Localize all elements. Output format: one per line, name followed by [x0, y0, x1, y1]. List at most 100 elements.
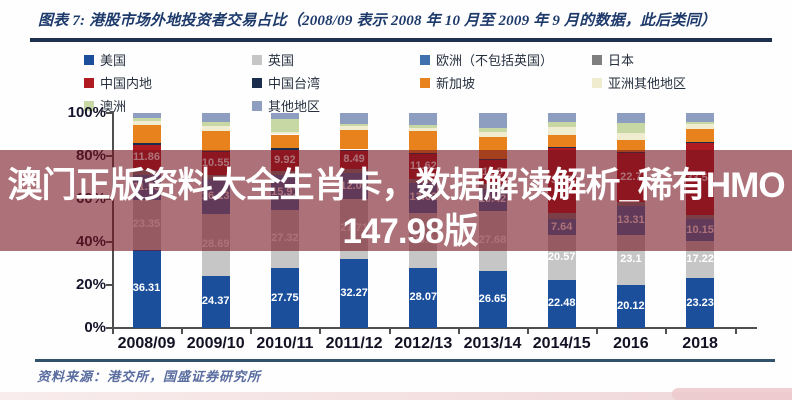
- title-divider: [30, 38, 772, 42]
- bar-segment-中国台湾: [270, 148, 299, 150]
- watermark-text-line2: 147.98版: [342, 212, 478, 251]
- bar-segment-新加坡: [201, 130, 230, 151]
- bar-segment-新加坡: [686, 128, 715, 142]
- legend-swatch: [84, 54, 94, 65]
- y-tick-mark: [106, 284, 112, 286]
- bar-segment-中国台湾: [547, 146, 576, 149]
- bar-value-label: 20.57: [547, 251, 576, 264]
- bottom-pink-corner: [672, 388, 792, 400]
- x-tick-mark: [250, 329, 253, 334]
- bar-segment-澳洲: [340, 123, 369, 127]
- x-axis-line: [112, 327, 757, 329]
- bar-segment-澳洲: [201, 122, 230, 126]
- bar-segment-亚洲其他地区: [686, 123, 715, 129]
- bar-segment-美国: [686, 278, 715, 328]
- legend-item: 美国: [84, 50, 126, 69]
- x-tick-label: 2018: [682, 335, 718, 352]
- bar-segment-澳洲: [547, 122, 576, 127]
- bar-segment-澳洲: [686, 121, 715, 124]
- bar-segment-其他地区: [340, 112, 369, 124]
- legend-label: 中国内地: [100, 76, 153, 91]
- bar-segment-美国: [132, 249, 161, 328]
- legend-swatch: [592, 77, 602, 88]
- bar-segment-亚洲其他地区: [409, 128, 438, 132]
- x-tick-label: 2010/11: [256, 335, 314, 352]
- x-tick-mark: [596, 329, 599, 334]
- y-tick-label: 20%: [75, 276, 106, 293]
- bar-segment-新加坡: [270, 134, 299, 149]
- bar-value-label: 22.48: [547, 297, 576, 310]
- bar-segment-亚洲其他地区: [478, 132, 507, 137]
- legend-item: 日本: [592, 50, 634, 69]
- legend-swatch: [420, 54, 430, 65]
- bar-segment-美国: [201, 275, 230, 328]
- x-tick-mark: [388, 329, 391, 334]
- bar-value-label: 26.65: [478, 292, 507, 305]
- legend-swatch: [252, 77, 262, 88]
- x-tick-label: 2016: [613, 335, 649, 352]
- bar-segment-其他地区: [686, 112, 715, 122]
- legend-item: 中国内地: [84, 73, 152, 92]
- x-tick-mark: [319, 329, 322, 334]
- bar-segment-新加坡: [547, 134, 576, 147]
- bar-segment-美国: [270, 268, 299, 328]
- bar-segment-新加坡: [409, 131, 438, 153]
- bar-value-label: 24.37: [201, 295, 230, 308]
- bar-segment-美国: [478, 270, 507, 328]
- bar-value-label: 20.12: [617, 299, 645, 312]
- bar-segment-新加坡: [340, 129, 369, 150]
- bar-value-label: 36.31: [132, 282, 161, 295]
- bar-segment-新加坡: [616, 140, 645, 153]
- y-tick-label: 100%: [67, 104, 106, 121]
- legend-item: 欧洲（不包括英国）: [420, 50, 553, 69]
- bar-segment-其他地区: [478, 113, 507, 128]
- legend-swatch: [84, 77, 94, 88]
- bar-segment-澳洲: [478, 127, 507, 133]
- watermark-text-line1: 澳门正版资料大全生肖卡，数据解读解析_稀有HMO: [7, 166, 785, 205]
- bar-value-label: 23.23: [686, 296, 714, 309]
- x-tick-mark: [665, 329, 668, 334]
- bar-segment-亚洲其他地区: [616, 133, 645, 141]
- legend-label: 日本: [608, 53, 635, 68]
- y-tick-label: 0%: [84, 319, 106, 336]
- legend-item: 亚洲其他地区: [592, 73, 686, 92]
- bar-segment-其他地区: [409, 112, 438, 125]
- bar-segment-美国: [616, 284, 645, 328]
- legend-item: 新加坡: [420, 73, 475, 92]
- x-tick-label: 2014/15: [532, 335, 591, 352]
- bar-segment-其他地区: [616, 112, 645, 124]
- legend-label: 英国: [268, 53, 295, 68]
- watermark-banner: 澳门正版资料大全生肖卡，数据解读解析_稀有HMO 147.98版: [0, 150, 792, 251]
- bar-segment-亚洲其他地区: [340, 126, 369, 130]
- bar-segment-新加坡: [132, 125, 161, 144]
- bottom-pink-strip: [0, 392, 792, 400]
- x-tick-mark: [180, 329, 183, 334]
- bar-value-label: 23.1: [620, 253, 642, 266]
- legend-swatch: [420, 77, 430, 88]
- legend-item: 其他地区: [252, 96, 320, 115]
- legend-swatch: [252, 54, 262, 65]
- legend-swatch: [252, 100, 262, 111]
- legend-item: 英国: [252, 50, 294, 69]
- x-tick-mark: [526, 329, 529, 334]
- x-tick-label: 2011/12: [325, 335, 383, 352]
- bar-segment-中国台湾: [132, 143, 161, 145]
- footer-divider: [35, 359, 775, 362]
- x-tick-mark: [111, 329, 114, 334]
- legend-item: 澳洲: [84, 96, 126, 115]
- bar-segment-澳洲: [616, 123, 645, 134]
- x-tick-label: 2008/09: [117, 335, 176, 352]
- bar-segment-澳洲: [132, 118, 161, 122]
- x-tick-label: 2013/14: [463, 335, 522, 352]
- bar-segment-美国: [409, 267, 438, 328]
- legend-label: 欧洲（不包括英国）: [436, 53, 554, 68]
- bar-value-label: 27.75: [271, 291, 299, 304]
- x-tick-label: 2012/13: [394, 335, 453, 352]
- bar-segment-澳洲: [409, 125, 438, 129]
- bar-segment-其他地区: [547, 113, 576, 123]
- y-tick-mark: [106, 327, 112, 329]
- bar-value-label: 32.27: [340, 286, 368, 299]
- bar-segment-其他地区: [132, 112, 161, 119]
- legend-swatch: [592, 54, 602, 65]
